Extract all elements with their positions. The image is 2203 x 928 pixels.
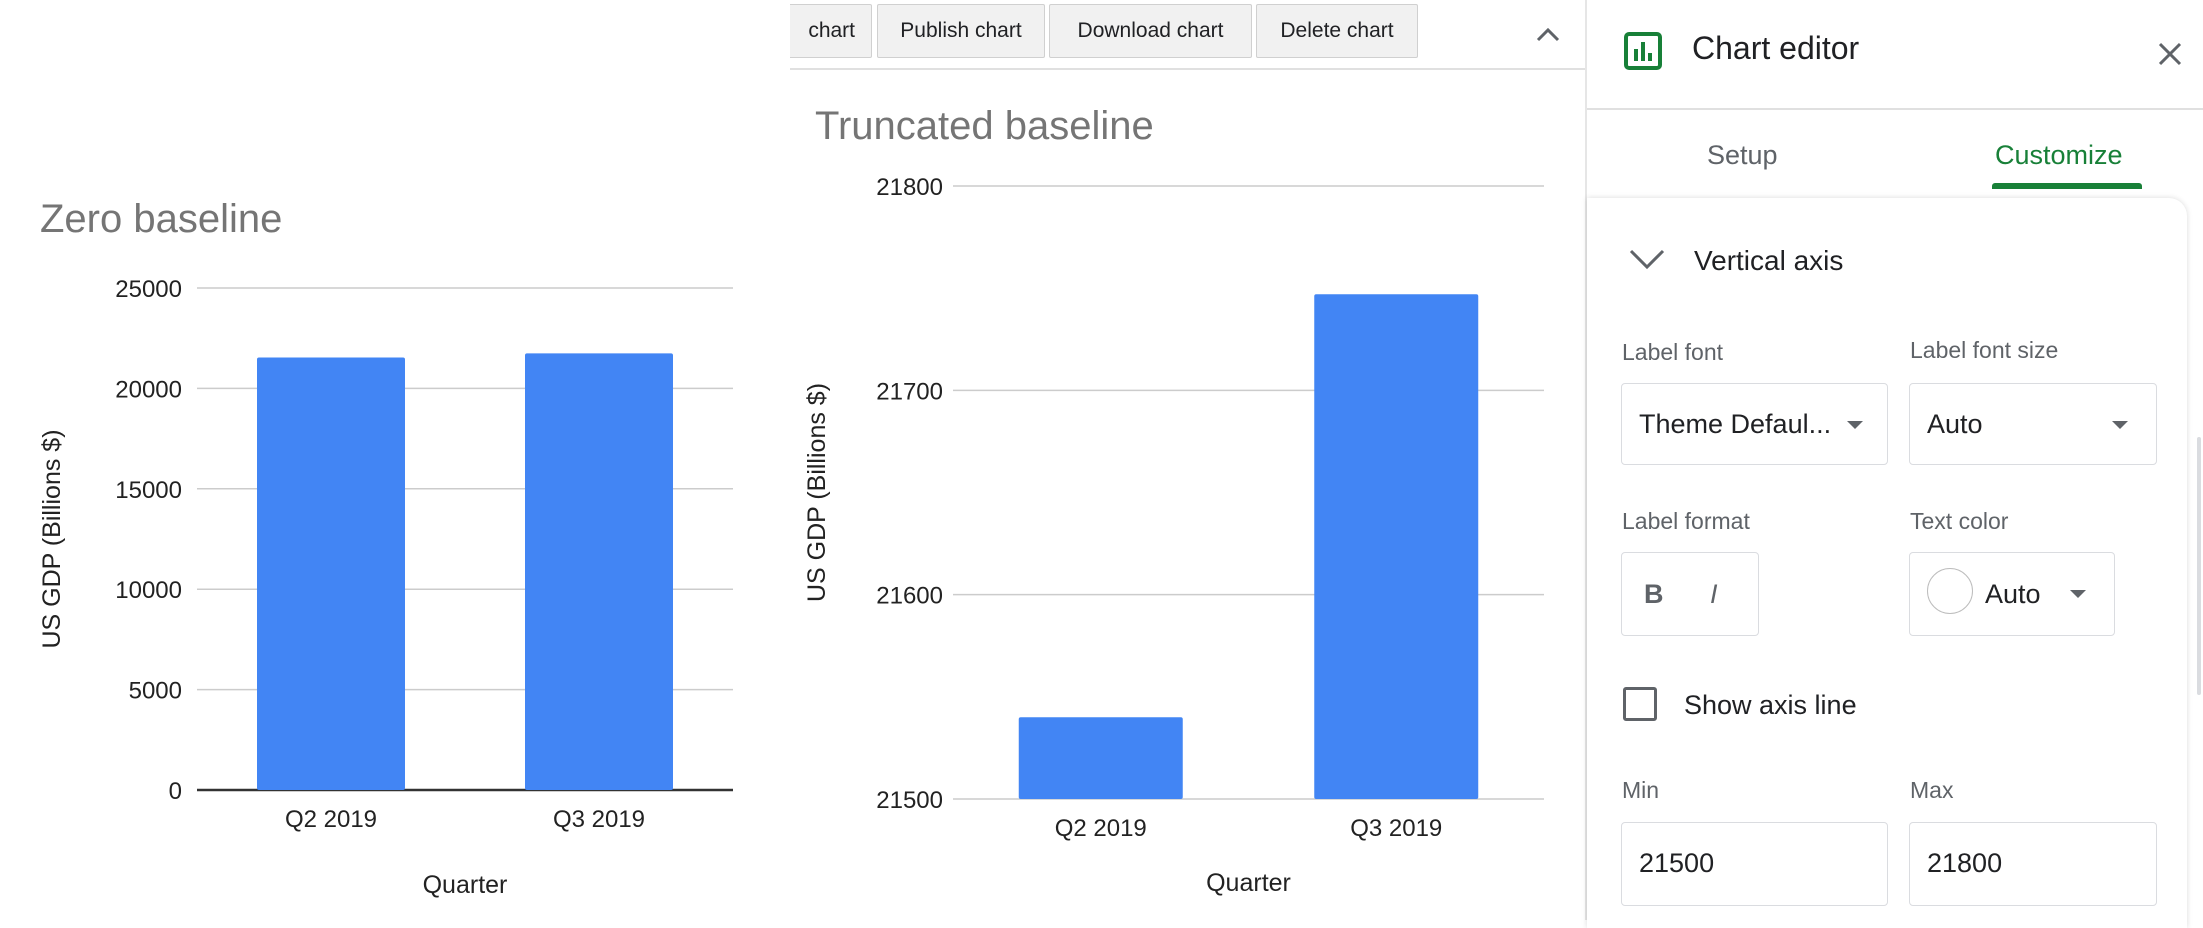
label-font-label: Label font <box>1622 339 1724 365</box>
label-format-label: Label format <box>1622 508 1750 534</box>
edit-chart-button[interactable]: chart <box>790 4 872 58</box>
left-chart-title: Zero baseline <box>40 197 283 241</box>
publish-chart-label: Publish chart <box>900 19 1022 42</box>
delete-chart-label: Delete chart <box>1280 19 1394 42</box>
dropdown-caret-icon <box>2112 421 2128 429</box>
chevron-down-icon[interactable] <box>1628 246 1666 272</box>
y-tick-label: 15000 <box>115 477 182 504</box>
chart-editor-title: Chart editor <box>1692 30 1860 66</box>
y-tick-label: 21600 <box>876 583 943 610</box>
x-tick-label: Q3 2019 <box>1350 815 1442 842</box>
max-value: 21800 <box>1927 848 2003 878</box>
y-tick-label: 20000 <box>115 376 182 403</box>
right-chart-title: Truncated baseline <box>815 104 1154 148</box>
y-tick-label: 0 <box>169 778 182 805</box>
active-tab-indicator <box>1992 183 2142 189</box>
italic-button[interactable]: I <box>1710 579 1718 609</box>
y-tick-label: 10000 <box>115 577 182 604</box>
min-input[interactable]: 21500 <box>1621 822 1888 906</box>
x-tick-label: Q2 2019 <box>285 806 377 833</box>
y-tick-label: 5000 <box>129 678 182 705</box>
y-tick-label: 21800 <box>876 174 943 201</box>
download-chart-button[interactable]: Download chart <box>1049 4 1252 58</box>
color-swatch <box>1927 568 1973 614</box>
y-tick-label: 21500 <box>876 787 943 814</box>
show-axis-line-checkbox[interactable] <box>1623 687 1657 721</box>
right-chart: 21800 21700 21600 21500 Q2 2019 Q3 2019 Quarte… <box>803 174 1544 897</box>
download-chart-label: Download chart <box>1077 19 1224 42</box>
publish-chart-button[interactable]: Publish chart <box>877 4 1045 58</box>
x-axis-label: Quarter <box>1206 869 1291 897</box>
max-input[interactable]: 21800 <box>1909 822 2157 906</box>
bar <box>525 353 673 790</box>
text-color-label: Text color <box>1910 508 2009 534</box>
editor-scrollbar[interactable] <box>2197 437 2201 695</box>
y-axis-label: US GDP (Billions $) <box>803 383 831 602</box>
min-value: 21500 <box>1639 848 1715 878</box>
x-tick-label: Q2 2019 <box>1055 815 1147 842</box>
bar <box>257 357 405 790</box>
label-format-group: B I <box>1621 552 1759 636</box>
label-font-size-label: Label font size <box>1910 337 2059 363</box>
delete-chart-button[interactable]: Delete chart <box>1256 4 1418 58</box>
bar <box>1314 294 1479 799</box>
min-label: Min <box>1622 777 1660 803</box>
edit-chart-label: chart <box>808 19 855 42</box>
left-chart: 25000 20000 15000 10000 5000 0 Q2 2019 Q3 2019 Q… <box>38 276 733 899</box>
label-font-select[interactable]: Theme Defaul... <box>1621 383 1888 465</box>
chevron-up-icon[interactable] <box>1530 18 1566 50</box>
bold-button[interactable]: B <box>1644 579 1664 609</box>
show-axis-line-label[interactable]: Show axis line <box>1684 690 1857 720</box>
max-label: Max <box>1910 777 1954 803</box>
chart-toolbar: chart Publish chart Download chart Delet… <box>790 0 1585 70</box>
y-tick-label: 21700 <box>876 378 943 405</box>
label-font-value: Theme Defaul... <box>1639 409 1832 439</box>
bar <box>1018 717 1183 799</box>
y-axis-label: US GDP (Billions $) <box>38 429 66 648</box>
label-font-size-select[interactable]: Auto <box>1909 383 2157 465</box>
x-axis-label: Quarter <box>423 871 508 899</box>
tab-setup[interactable]: Setup <box>1707 140 1778 170</box>
section-title-vertical-axis[interactable]: Vertical axis <box>1694 245 1844 276</box>
dropdown-caret-icon <box>1847 421 1863 429</box>
y-tick-label: 25000 <box>115 276 182 303</box>
text-color-value: Auto <box>1985 579 2041 609</box>
dropdown-caret-icon <box>2070 590 2086 598</box>
label-font-size-value: Auto <box>1927 409 1983 439</box>
close-icon[interactable] <box>2156 40 2184 68</box>
bar-chart-icon <box>1624 32 1662 70</box>
chart-editor-header: Chart editor <box>1587 0 2203 110</box>
x-tick-label: Q3 2019 <box>553 806 645 833</box>
tab-customize[interactable]: Customize <box>1995 140 2123 170</box>
